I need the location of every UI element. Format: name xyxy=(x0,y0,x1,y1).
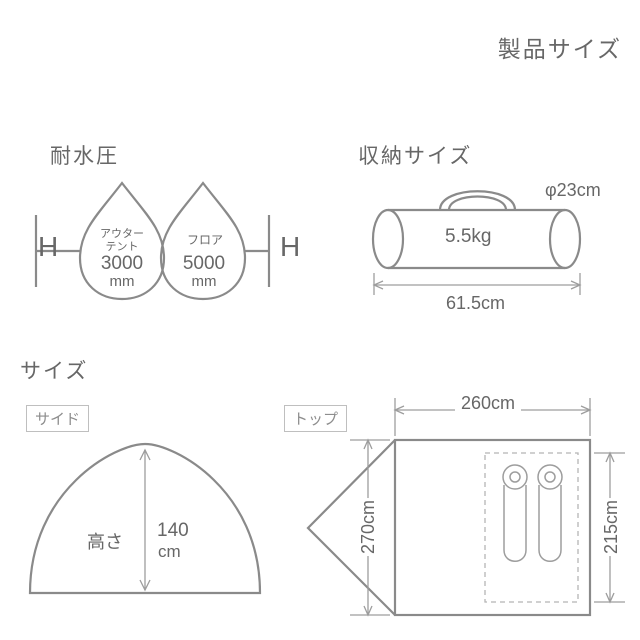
top-diagram xyxy=(290,380,640,640)
water-pressure-diagram xyxy=(25,175,280,305)
storage-diameter: φ23cm xyxy=(545,180,601,201)
water-pressure-label: 耐水圧 xyxy=(50,140,119,170)
drop1-caption: アウターテント xyxy=(97,228,147,253)
top-width: 260cm xyxy=(455,393,521,414)
side-diagram xyxy=(15,430,275,610)
drop1-value: 3000 xyxy=(95,253,149,275)
side-height-value: 140 xyxy=(155,520,191,542)
drop2-value: 5000 xyxy=(177,253,231,275)
side-tag: サイド xyxy=(26,405,89,432)
side-height-caption: 高さ xyxy=(85,528,125,554)
side-height-unit: cm xyxy=(158,542,181,562)
top-depth-right: 215cm xyxy=(601,498,622,556)
drop2-unit: mm xyxy=(177,273,231,290)
size-label: サイズ xyxy=(20,355,88,385)
drop2-caption: フロア xyxy=(180,234,230,247)
h-right: H xyxy=(280,231,300,263)
top-depth-left: 270cm xyxy=(358,498,379,556)
h-left: H xyxy=(38,231,58,263)
storage-length: 61.5cm xyxy=(442,293,509,314)
drop1-unit: mm xyxy=(95,273,149,290)
storage-weight: 5.5kg xyxy=(445,226,491,248)
product-size-title: 製品サイズ xyxy=(498,30,622,64)
